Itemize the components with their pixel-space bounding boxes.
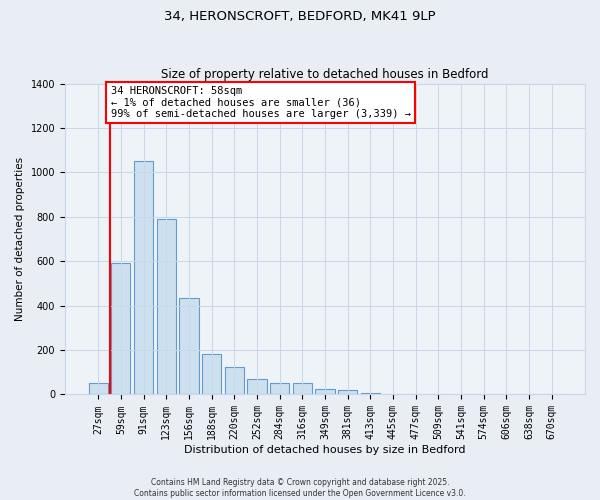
Bar	[179, 298, 199, 394]
X-axis label: Distribution of detached houses by size in Bedford: Distribution of detached houses by size …	[184, 445, 466, 455]
Bar	[89, 384, 108, 394]
Text: 34 HERONSCROFT: 58sqm
← 1% of detached houses are smaller (36)
99% of semi-detac: 34 HERONSCROFT: 58sqm ← 1% of detached h…	[110, 86, 410, 119]
Bar	[111, 264, 130, 394]
Bar	[316, 389, 335, 394]
Bar	[270, 384, 289, 394]
Bar	[224, 366, 244, 394]
Bar	[293, 384, 312, 394]
Text: 34, HERONSCROFT, BEDFORD, MK41 9LP: 34, HERONSCROFT, BEDFORD, MK41 9LP	[164, 10, 436, 23]
Bar	[157, 219, 176, 394]
Bar	[247, 380, 266, 394]
Text: Contains HM Land Registry data © Crown copyright and database right 2025.
Contai: Contains HM Land Registry data © Crown c…	[134, 478, 466, 498]
Bar	[338, 390, 357, 394]
Y-axis label: Number of detached properties: Number of detached properties	[15, 157, 25, 321]
Title: Size of property relative to detached houses in Bedford: Size of property relative to detached ho…	[161, 68, 489, 81]
Bar	[202, 354, 221, 395]
Bar	[134, 162, 153, 394]
